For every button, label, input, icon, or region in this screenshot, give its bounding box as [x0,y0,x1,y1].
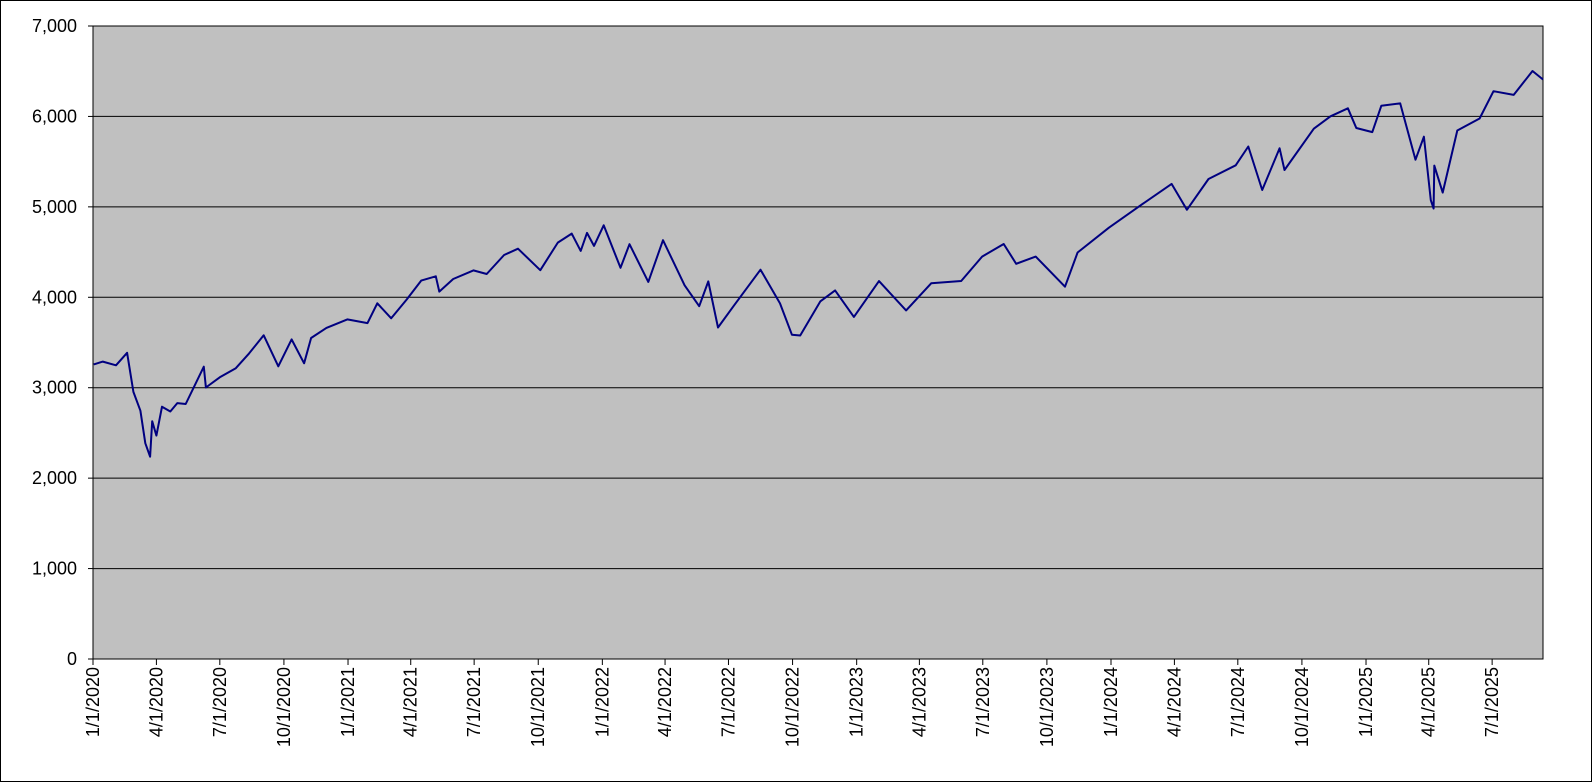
x-tick-label: 10/1/2023 [1037,667,1057,747]
x-tick-label: 4/1/2023 [909,667,929,737]
x-tick-label: 4/1/2021 [401,667,421,737]
plot-area [92,25,1544,660]
x-tick-label: 4/1/2020 [146,667,166,737]
x-tick-label: 1/1/2020 [83,667,103,737]
y-tick-label: 7,000 [32,16,77,36]
x-tick-label: 1/1/2022 [592,667,612,737]
x-tick-label: 10/1/2020 [274,667,294,747]
x-tick-label: 10/1/2021 [528,667,548,747]
x-tick-label: 4/1/2025 [1419,667,1439,737]
y-tick-label: 5,000 [32,197,77,217]
x-tick-label: 1/1/2025 [1356,667,1376,737]
x-tick-label: 7/1/2022 [718,667,738,737]
y-tick-label: 6,000 [32,106,77,126]
y-axis: 0 1,000 2,000 3,000 4,000 5,000 6,000 7,000 [32,16,93,669]
x-tick-label: 7/1/2024 [1228,667,1248,737]
x-tick-label: 10/1/2022 [783,667,803,747]
x-tick-label: 4/1/2022 [655,667,675,737]
x-tick-label: 1/1/2021 [338,667,358,737]
y-tick-label: 2,000 [32,468,77,488]
gridlines [93,115,1543,570]
x-tick-label: 4/1/2024 [1164,667,1184,737]
x-tick-label: 7/1/2020 [210,667,230,737]
y-tick-label: 1,000 [32,559,77,579]
x-tick-label: 1/1/2024 [1101,667,1121,737]
y-tick-label: 3,000 [32,378,77,398]
y-tick-label: 4,000 [32,287,77,307]
x-axis: 1/1/2020 4/1/2020 7/1/2020 10/1/2020 1/1/202… [83,659,1502,747]
series-line [93,70,1544,458]
x-tick-label: 1/1/2023 [847,667,867,737]
x-tick-label: 7/1/2023 [973,667,993,737]
x-tick-label: 7/1/2021 [464,667,484,737]
x-tick-label: 10/1/2024 [1292,667,1312,747]
y-tick-label: 0 [67,649,77,669]
x-tick-label: 7/1/2025 [1482,667,1502,737]
